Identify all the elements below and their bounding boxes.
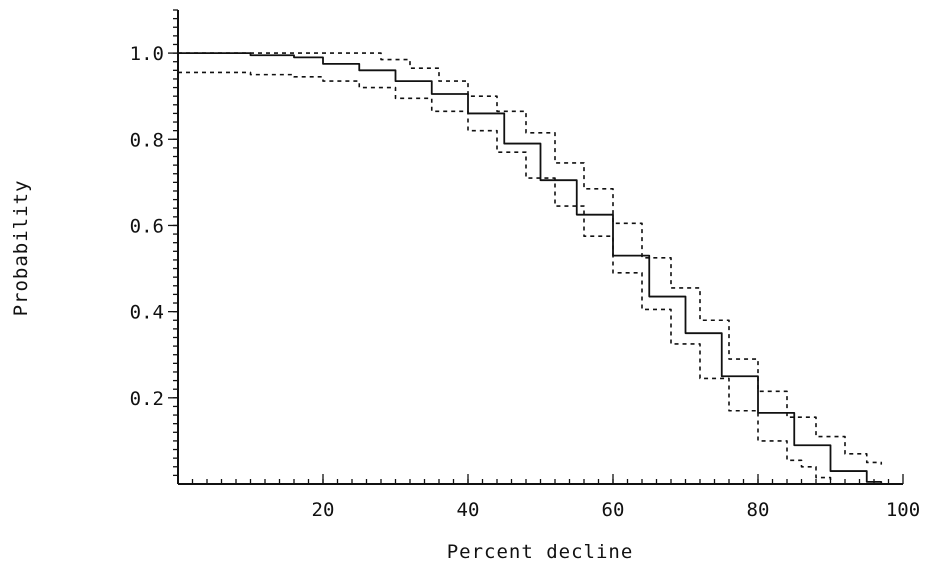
x-tick-label: 100: [886, 499, 920, 521]
y-tick-label: 0.8: [130, 129, 164, 151]
y-tick-label: 1.0: [130, 43, 164, 65]
tick-labels: 20 40 60 80 100 0.2 0.4 0.6 0.8 1.0: [130, 43, 920, 521]
lower-confidence-curve: [178, 71, 832, 484]
x-tick-label: 60: [602, 499, 625, 521]
x-tick-label: 40: [457, 499, 480, 521]
series-layer: [178, 52, 883, 484]
y-tick-label: 0.4: [130, 302, 164, 324]
major-ticks: [168, 52, 904, 484]
y-tick-label: 0.6: [130, 215, 164, 237]
x-axis-title: Percent decline: [447, 541, 634, 563]
estimate-curve: [178, 52, 883, 484]
x-tick-label: 20: [312, 499, 335, 521]
x-tick-label: 80: [747, 499, 770, 521]
upper-confidence-curve: [178, 52, 883, 465]
y-axis-title: Probability: [10, 180, 32, 317]
y-tick-label: 0.2: [130, 388, 164, 410]
